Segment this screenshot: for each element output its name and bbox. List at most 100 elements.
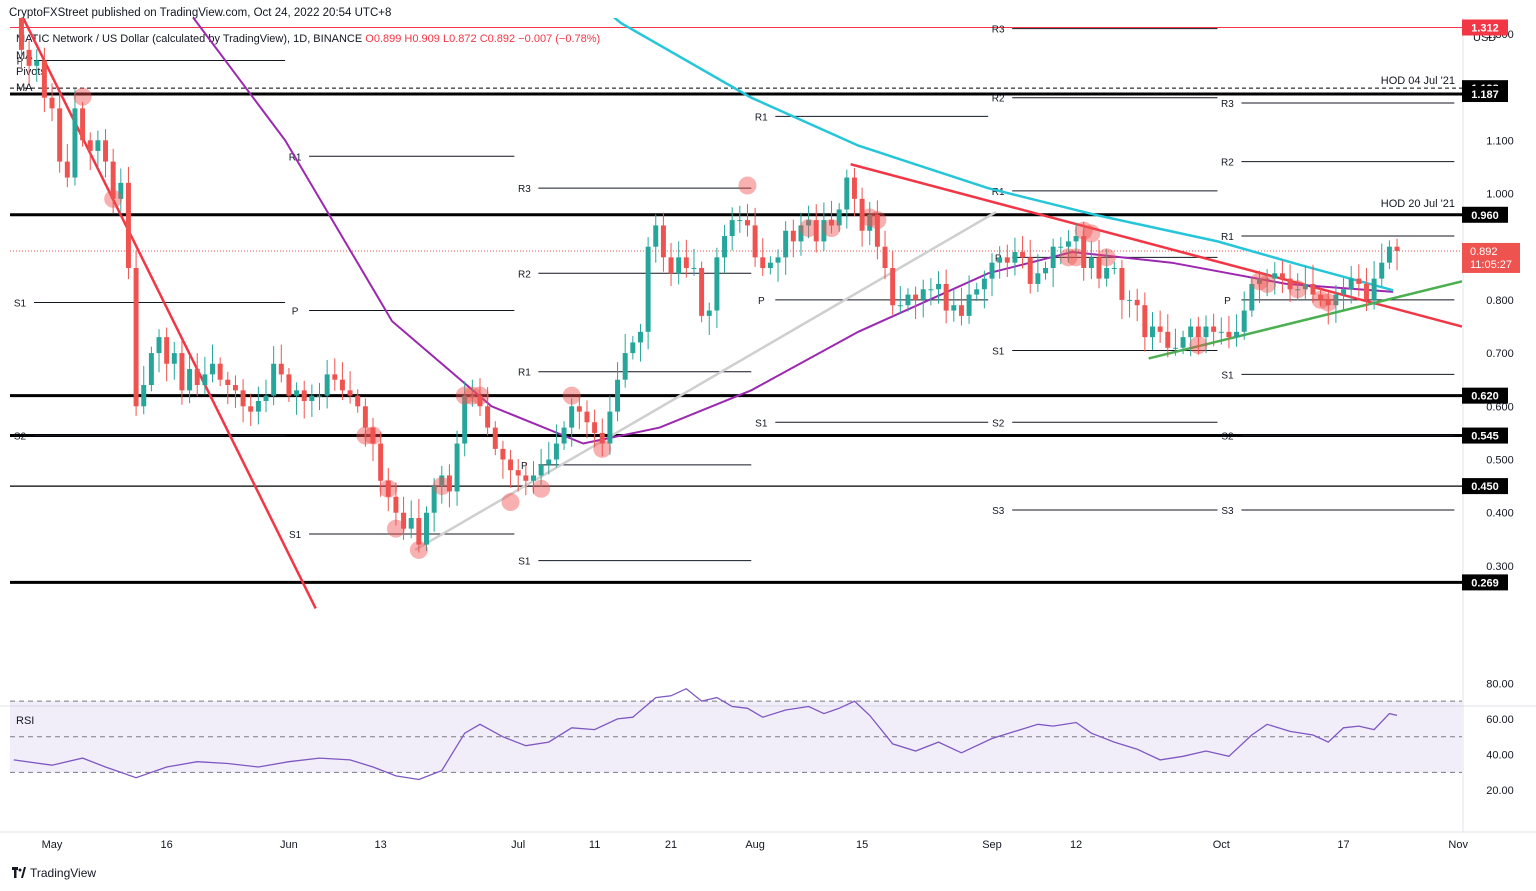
level-badge-label: 0.269 [1471,577,1499,589]
candle-body [546,459,552,465]
candle-body [936,283,941,290]
touch-marker [1288,280,1307,299]
pivot-label-s3: S3 [992,506,1005,517]
candle-body [462,395,468,444]
candle-body [1257,278,1262,284]
candle-body [18,18,24,50]
candle-body [592,422,598,433]
candle-body [1386,246,1392,263]
indicator-pivots[interactable]: Pivots [16,66,46,78]
candle-body [1226,331,1232,338]
candle-body [1371,278,1377,300]
candle-body [64,161,70,178]
candle-body [133,267,139,407]
candle-body [187,369,193,391]
pivot-label-s1: S1 [289,530,302,541]
pivot-label-r3: R3 [1221,99,1234,110]
x-tick-label: 21 [665,839,677,851]
candle-body [683,257,689,268]
candle-body [446,475,452,492]
x-tick-label: May [42,839,63,851]
candle-body [385,480,391,497]
rsi-y-tick-label: 40.00 [1486,750,1514,762]
current-price-badge [1462,242,1520,273]
candle-body [538,464,544,476]
candle-body [660,225,666,258]
touch-marker [409,540,428,559]
trend-line-red [850,163,1462,328]
candle-body [1295,289,1301,291]
touch-marker [470,386,489,405]
candle-body [248,406,254,412]
candle-body [1027,257,1033,284]
y-tick-label: 0.500 [1486,455,1514,467]
level-badge [1462,86,1508,103]
pivot-label-r1: R1 [992,187,1005,198]
candle-body [775,257,781,263]
candle-body [798,225,804,242]
candle-body [485,406,491,428]
candle-body [1050,246,1056,268]
candle-body [286,374,292,396]
candle-body [576,406,582,412]
moving-average-200 [612,18,1394,292]
candle-body [378,443,384,481]
pivot-label-r1: R1 [518,368,531,379]
x-tick-label: Aug [745,839,765,851]
candle-body [966,294,972,316]
candle-body [790,230,796,242]
candle-body [920,289,926,300]
candle-body [393,496,399,513]
ohlc-high: H0.909 [404,33,440,45]
pivot-label-s1: S1 [1221,370,1234,381]
candle-body [653,225,659,247]
candle-body [294,390,300,396]
symbol-name: MATIC Network / US Dollar (calculated by… [16,33,363,45]
candle-body [836,209,842,226]
candle-body [278,363,284,375]
candle-body [882,246,888,268]
candle-body [1333,294,1339,306]
rsi-title: RSI [16,715,34,727]
publisher-caption: CryptoFXStreet published on TradingView.… [9,7,392,19]
candle-body [1165,331,1171,348]
candle-body [729,220,735,237]
candle-body [874,214,880,247]
candle-body [332,374,338,380]
candle-body [699,267,705,316]
candle-body [1004,257,1010,263]
touch-marker [562,386,581,405]
candle-body [26,49,32,66]
candle-body [714,257,720,311]
candle-body [760,257,766,268]
candle-body [981,278,987,290]
touch-marker [356,426,375,445]
touch-marker [1067,248,1086,267]
candle-body [890,267,896,306]
candle-body [1043,267,1048,274]
candle-body [49,97,55,109]
pivot-label-p: P [521,461,528,472]
touch-marker [386,519,405,538]
ohlc-change: −0.007 (−0.78%) [518,33,601,45]
pivot-label-s3: S3 [1221,506,1234,517]
candle-body [125,182,131,268]
candle-body [691,267,697,269]
x-tick-label: Oct [1213,839,1230,851]
touch-marker [455,386,474,405]
candle-body [1127,299,1133,301]
pivot-label-s2: S2 [992,418,1005,429]
touch-marker [73,87,92,106]
x-tick-label: 16 [161,839,173,851]
candle-body [72,108,78,178]
candle-body [439,475,445,487]
candle-body [408,518,414,529]
level-badge [1462,387,1508,404]
symbol-legend: MATIC Network / US Dollar (calculated by… [16,33,600,45]
touch-marker [532,479,551,498]
candle-body [194,369,200,386]
touch-marker [1074,221,1093,240]
x-tick-label: 17 [1337,839,1349,851]
touch-marker [1319,293,1338,312]
